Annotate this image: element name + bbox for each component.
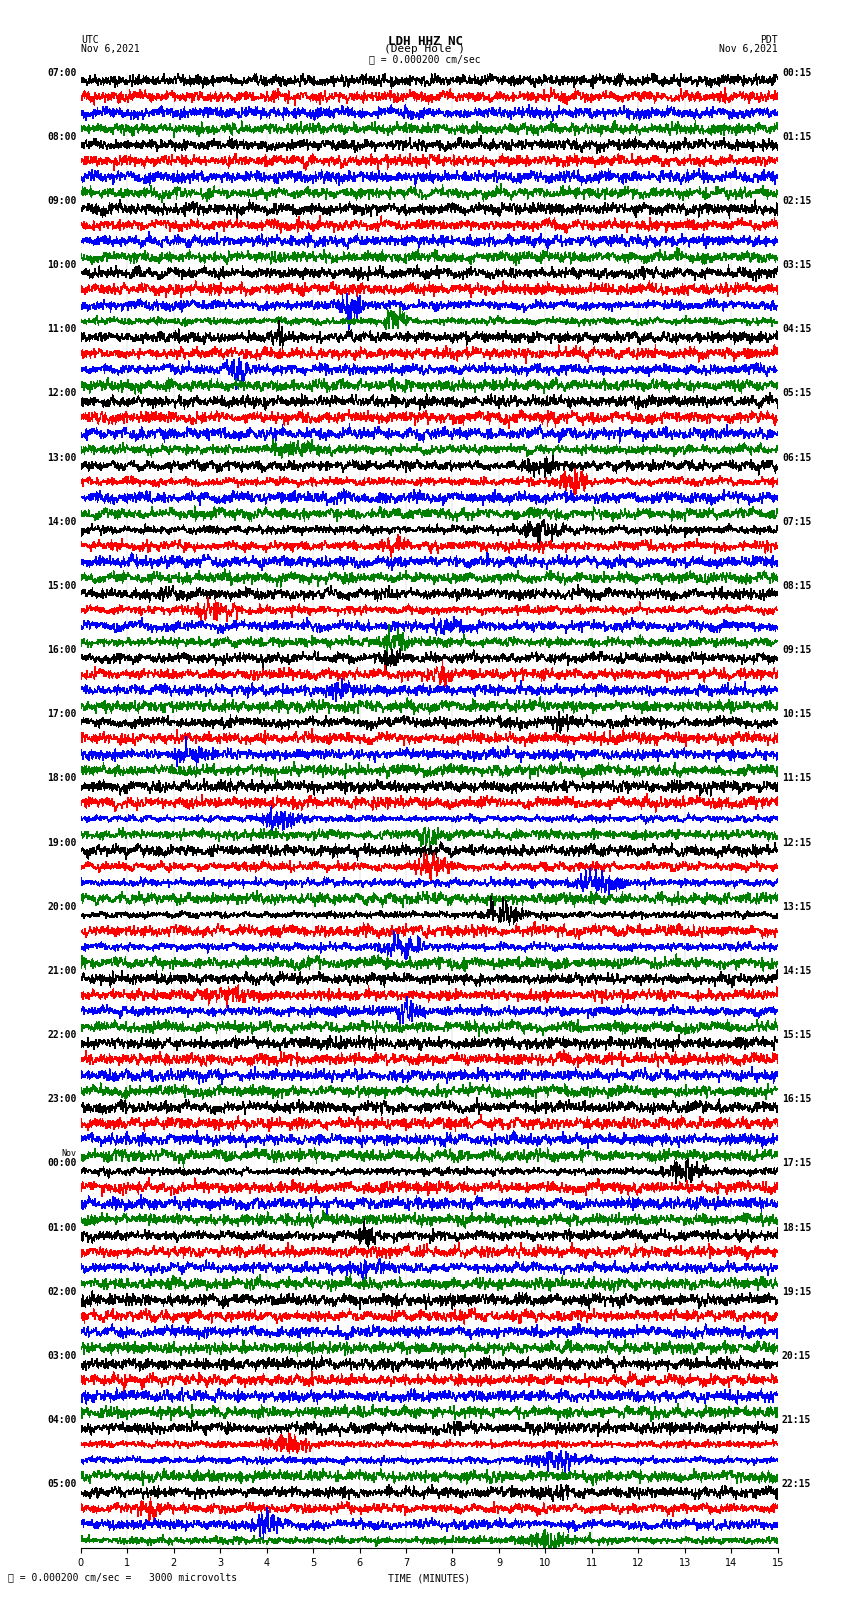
Text: 23:00: 23:00: [47, 1094, 76, 1105]
Text: 17:00: 17:00: [47, 710, 76, 719]
Text: 05:00: 05:00: [47, 1479, 76, 1489]
Text: 00:00: 00:00: [47, 1158, 76, 1168]
Text: Nov: Nov: [61, 1150, 76, 1158]
Text: 02:15: 02:15: [782, 195, 812, 206]
Text: 06:15: 06:15: [782, 453, 812, 463]
Text: 01:15: 01:15: [782, 132, 812, 142]
Text: LDH HHZ NC: LDH HHZ NC: [388, 35, 462, 48]
Text: 18:00: 18:00: [47, 774, 76, 784]
Text: 13:00: 13:00: [47, 453, 76, 463]
Text: 08:00: 08:00: [47, 132, 76, 142]
Text: 01:00: 01:00: [47, 1223, 76, 1232]
Text: 20:15: 20:15: [782, 1352, 812, 1361]
Text: 21:15: 21:15: [782, 1415, 812, 1426]
Text: 12:15: 12:15: [782, 837, 812, 847]
Text: 08:15: 08:15: [782, 581, 812, 590]
Text: 22:00: 22:00: [47, 1031, 76, 1040]
Text: 20:00: 20:00: [47, 902, 76, 911]
Text: 16:15: 16:15: [782, 1094, 812, 1105]
Text: 13:15: 13:15: [782, 902, 812, 911]
X-axis label: TIME (MINUTES): TIME (MINUTES): [388, 1574, 470, 1584]
Text: 19:00: 19:00: [47, 837, 76, 847]
Text: 05:15: 05:15: [782, 389, 812, 398]
Text: 14:00: 14:00: [47, 516, 76, 527]
Text: 07:00: 07:00: [47, 68, 76, 77]
Text: 11:15: 11:15: [782, 774, 812, 784]
Text: 22:15: 22:15: [782, 1479, 812, 1489]
Text: ⎴ = 0.000200 cm/sec: ⎴ = 0.000200 cm/sec: [369, 53, 481, 65]
Text: 15:15: 15:15: [782, 1031, 812, 1040]
Text: 07:15: 07:15: [782, 516, 812, 527]
Text: PDT: PDT: [760, 35, 778, 45]
Text: 09:15: 09:15: [782, 645, 812, 655]
Text: 03:15: 03:15: [782, 260, 812, 269]
Text: ⎴ = 0.000200 cm/sec =   3000 microvolts: ⎴ = 0.000200 cm/sec = 3000 microvolts: [8, 1573, 238, 1582]
Text: 12:00: 12:00: [47, 389, 76, 398]
Text: 21:00: 21:00: [47, 966, 76, 976]
Text: 11:00: 11:00: [47, 324, 76, 334]
Text: 10:15: 10:15: [782, 710, 812, 719]
Text: 16:00: 16:00: [47, 645, 76, 655]
Text: 03:00: 03:00: [47, 1352, 76, 1361]
Text: 19:15: 19:15: [782, 1287, 812, 1297]
Text: 04:15: 04:15: [782, 324, 812, 334]
Text: 02:00: 02:00: [47, 1287, 76, 1297]
Text: 18:15: 18:15: [782, 1223, 812, 1232]
Text: 15:00: 15:00: [47, 581, 76, 590]
Text: 04:00: 04:00: [47, 1415, 76, 1426]
Text: 14:15: 14:15: [782, 966, 812, 976]
Text: Nov 6,2021: Nov 6,2021: [81, 44, 139, 55]
Text: Nov 6,2021: Nov 6,2021: [719, 44, 778, 55]
Text: 17:15: 17:15: [782, 1158, 812, 1168]
Text: UTC: UTC: [81, 35, 99, 45]
Text: 10:00: 10:00: [47, 260, 76, 269]
Text: 00:15: 00:15: [782, 68, 812, 77]
Text: 09:00: 09:00: [47, 195, 76, 206]
Text: (Deep Hole ): (Deep Hole ): [384, 44, 466, 55]
